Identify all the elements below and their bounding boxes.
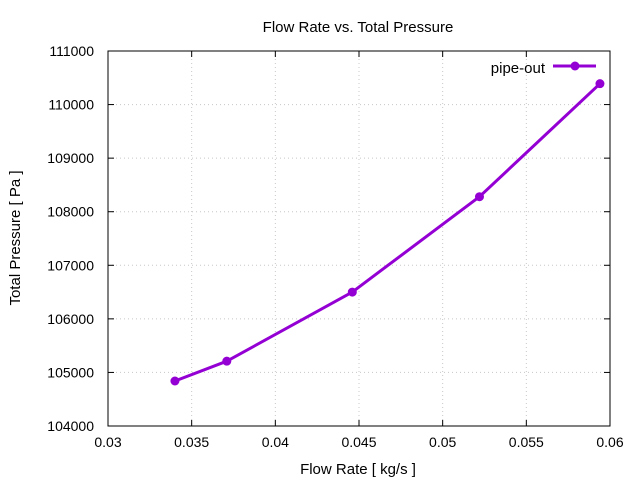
grid-lines — [108, 51, 610, 426]
series-layer — [170, 79, 605, 386]
x-tick-label: 0.035 — [174, 434, 209, 450]
x-tick-label: 0.04 — [262, 434, 289, 450]
y-axis-title: Total Pressure [ Pa ] — [7, 170, 24, 305]
data-point — [347, 287, 357, 297]
y-tick-label: 108000 — [47, 204, 94, 220]
y-tick-label: 111000 — [49, 43, 94, 59]
data-point — [170, 376, 180, 386]
legend-label: pipe-out — [491, 60, 546, 77]
x-tick-label: 0.055 — [509, 434, 544, 450]
x-tick-label: 0.05 — [429, 434, 456, 450]
legend: pipe-out — [491, 60, 596, 77]
x-tick-label: 0.03 — [94, 434, 121, 450]
axis-ticks — [107, 50, 611, 427]
x-axis-title: Flow Rate [ kg/s ] — [300, 461, 416, 478]
y-tick-label: 104000 — [47, 418, 94, 434]
y-tick-labels: 104000 105000 106000 107000 108000 109000 1100… — [47, 43, 94, 434]
y-tick-label: 107000 — [47, 257, 94, 273]
x-tick-label: 0.06 — [596, 434, 623, 450]
legend-marker — [570, 61, 580, 71]
y-tick-label: 106000 — [47, 311, 94, 327]
y-tick-label: 109000 — [47, 150, 94, 166]
y-tick-label: 105000 — [47, 364, 94, 380]
data-point — [222, 356, 232, 366]
x-tick-label: 0.045 — [341, 434, 376, 450]
data-point — [595, 79, 605, 89]
data-point — [474, 192, 484, 202]
chart-title: Flow Rate vs. Total Pressure — [263, 19, 454, 36]
x-tick-labels: 0.03 0.035 0.04 0.045 0.05 0.055 0.06 — [94, 434, 623, 450]
y-tick-label: 110000 — [48, 97, 94, 113]
